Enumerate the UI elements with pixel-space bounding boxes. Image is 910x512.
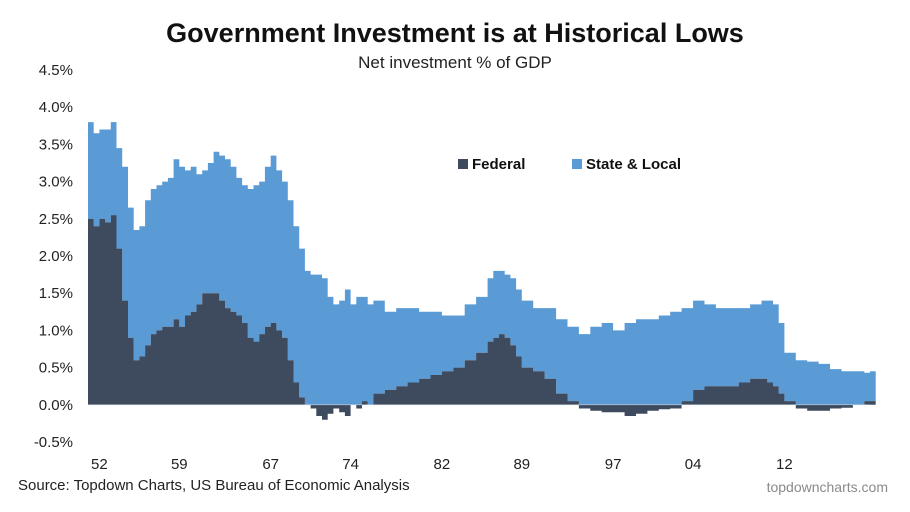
y-tick-label: 0.5% <box>39 360 73 377</box>
y-tick-label: 1.5% <box>39 285 73 302</box>
y-tick-label: 1.0% <box>39 322 73 339</box>
y-tick-label: 2.5% <box>39 211 73 228</box>
x-tick-label: 82 <box>434 456 451 473</box>
federal-area <box>88 215 876 420</box>
x-tick-label: 12 <box>776 456 793 473</box>
watermark: topdowncharts.com <box>766 479 888 495</box>
y-tick-label: 3.0% <box>39 174 73 191</box>
source-note: Source: Topdown Charts, US Bureau of Eco… <box>18 477 410 494</box>
legend-label-state-local: State & Local <box>586 156 681 173</box>
y-tick-label: -0.5% <box>34 434 73 451</box>
legend-swatch-federal <box>458 159 468 169</box>
chart-subtitle: Net investment % of GDP <box>358 53 552 72</box>
x-tick-label: 04 <box>685 456 702 473</box>
state-local-area <box>88 122 876 405</box>
x-tick-label: 74 <box>342 456 359 473</box>
x-tick-label: 97 <box>605 456 622 473</box>
x-tick-label: 67 <box>262 456 279 473</box>
x-tick-label: 89 <box>513 456 530 473</box>
legend-label-federal: Federal <box>472 156 525 173</box>
y-tick-label: 0.0% <box>39 397 73 414</box>
x-tick-label: 52 <box>91 456 108 473</box>
legend-swatch-state-local <box>572 159 582 169</box>
y-tick-label: 4.0% <box>39 99 73 116</box>
x-tick-label: 59 <box>171 456 188 473</box>
y-tick-label: 2.0% <box>39 248 73 265</box>
chart-title: Government Investment is at Historical L… <box>166 18 744 48</box>
y-tick-label: 4.5% <box>39 62 73 79</box>
y-tick-label: 3.5% <box>39 136 73 153</box>
